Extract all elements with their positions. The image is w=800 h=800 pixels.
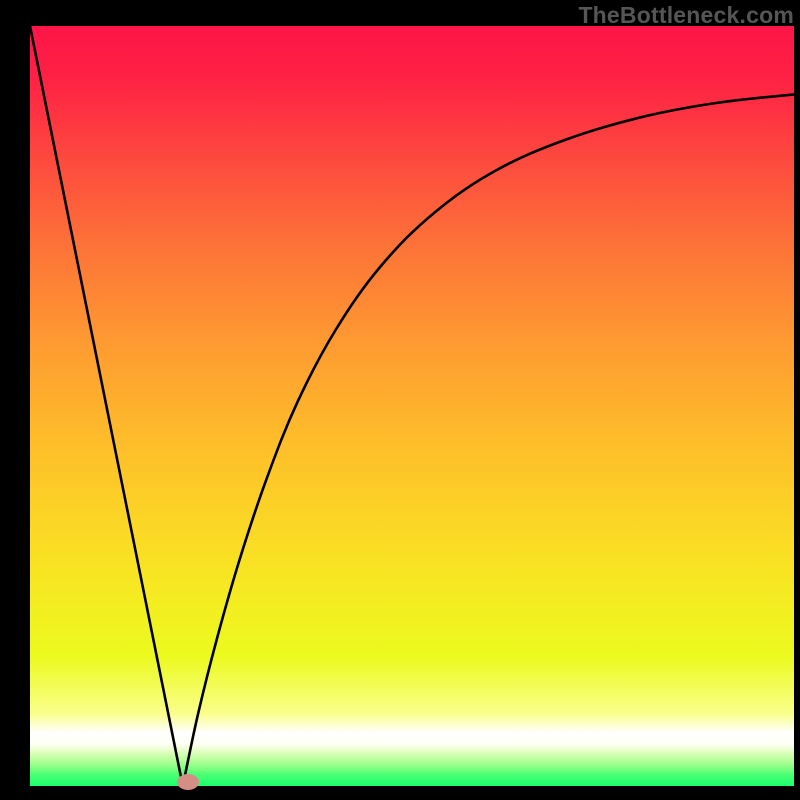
attribution-text: TheBottleneck.com [578, 2, 794, 29]
plot-svg [30, 26, 794, 786]
optimum-marker [177, 774, 199, 790]
plot-area [30, 26, 794, 786]
gradient-background [30, 26, 794, 786]
chart-container: TheBottleneck.com [0, 0, 800, 800]
